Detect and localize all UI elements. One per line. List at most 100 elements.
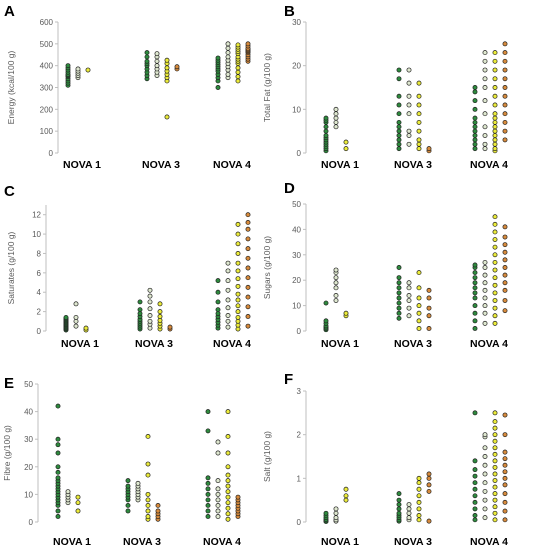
data-point (205, 502, 211, 508)
data-point (154, 63, 160, 69)
data-point (502, 265, 508, 270)
data-point (235, 276, 241, 282)
data-point (245, 284, 251, 290)
y-tick-label: 30 (292, 18, 301, 27)
data-point (472, 141, 478, 147)
data-point (333, 115, 339, 121)
data-point (147, 318, 153, 324)
data-point (225, 478, 231, 484)
data-point (55, 508, 61, 514)
data-point (492, 478, 498, 483)
data-point (426, 146, 432, 152)
data-point (215, 278, 221, 284)
data-point (472, 119, 478, 125)
data-point (205, 409, 211, 415)
data-point (472, 493, 478, 499)
data-point (492, 491, 498, 497)
data-point (73, 301, 79, 307)
data-point (482, 259, 488, 265)
data-point (482, 85, 488, 90)
y-tick-label: 20 (292, 62, 301, 71)
data-point (145, 502, 151, 508)
data-point (482, 320, 488, 326)
data-point (215, 508, 221, 514)
data-point (164, 65, 170, 71)
data-point (125, 483, 131, 489)
data-point (416, 517, 422, 523)
data-point (472, 280, 478, 286)
category-label: NOVA 1 (321, 338, 359, 350)
y-axis-label: Sugars (g/100 g) (262, 236, 272, 299)
data-point (396, 295, 402, 301)
data-point (472, 124, 478, 130)
data-point (492, 445, 498, 451)
data-point (406, 280, 412, 286)
data-point (215, 299, 221, 305)
data-point (492, 438, 498, 444)
data-point (492, 510, 498, 516)
data-point (472, 410, 478, 416)
data-point (137, 307, 143, 313)
category-label: NOVA 4 (470, 159, 508, 171)
data-point (502, 499, 508, 505)
y-axis-label: Salt (g/100 g) (262, 431, 272, 482)
data-point (472, 89, 478, 95)
panel-letter: B (284, 3, 295, 20)
data-point (502, 257, 508, 263)
data-point (333, 515, 339, 521)
data-point (502, 287, 508, 293)
data-point (205, 514, 211, 519)
data-point (416, 513, 422, 518)
y-tick-label: 200 (40, 105, 54, 114)
data-point (333, 119, 339, 125)
y-tick-label: 0 (297, 518, 302, 527)
data-point (75, 66, 81, 72)
data-point (502, 449, 508, 455)
data-point (245, 275, 251, 281)
data-point (492, 146, 498, 152)
data-point (472, 486, 478, 492)
data-point (406, 111, 412, 117)
data-point (492, 410, 498, 416)
data-point (396, 510, 402, 516)
data-point (225, 500, 231, 506)
data-point (502, 491, 508, 497)
y-tick-label: 600 (40, 18, 54, 27)
data-point (406, 67, 412, 73)
category-label: NOVA 4 (203, 536, 241, 548)
data-point (472, 98, 478, 104)
data-point (482, 111, 488, 117)
data-point (502, 50, 508, 56)
y-tick-label: 10 (292, 105, 301, 114)
data-point (472, 513, 478, 518)
data-point (245, 246, 251, 252)
category-label: NOVA 3 (135, 338, 173, 350)
data-point (396, 310, 402, 316)
y-tick-label: 0 (37, 327, 42, 336)
data-point (406, 102, 412, 108)
data-point (343, 493, 349, 499)
y-tick-label: 0 (297, 327, 302, 336)
data-point (225, 318, 231, 324)
data-point (492, 267, 498, 273)
data-point (205, 491, 211, 497)
data-point (492, 58, 498, 64)
data-point (406, 506, 412, 512)
data-point (396, 506, 402, 512)
data-point (343, 310, 349, 316)
data-point (502, 224, 508, 230)
data-point (343, 146, 349, 152)
data-point (396, 146, 402, 152)
data-point (155, 502, 161, 508)
data-point (472, 285, 478, 291)
data-point (396, 290, 402, 296)
y-tick-label: 40 (292, 225, 301, 234)
data-point (396, 67, 402, 73)
data-point (145, 491, 151, 497)
data-point (333, 506, 339, 512)
data-point (235, 303, 241, 309)
data-point (502, 249, 508, 255)
data-point (472, 473, 478, 479)
data-point (157, 314, 163, 319)
data-point (333, 292, 339, 298)
